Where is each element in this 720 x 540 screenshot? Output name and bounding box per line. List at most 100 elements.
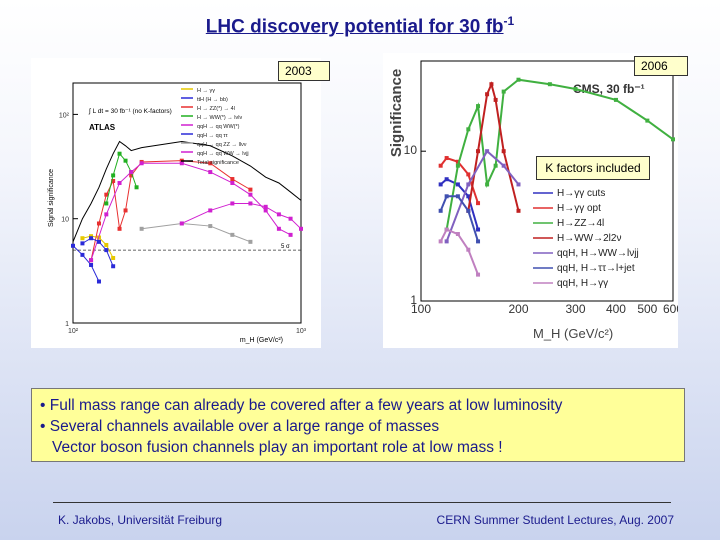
atlas-data-point	[139, 161, 144, 166]
cms-data-point	[466, 208, 471, 213]
cms-data-point	[438, 182, 443, 187]
atlas-plot-frame	[72, 82, 302, 324]
cms-data-point	[547, 82, 552, 87]
cms-data-point	[466, 172, 471, 177]
atlas-data-point	[89, 234, 94, 239]
footer-divider	[53, 502, 671, 503]
atlas-data-point	[96, 239, 101, 244]
cms-data-point	[438, 208, 443, 213]
atlas-data-point	[129, 170, 134, 175]
cms-data-point	[444, 227, 449, 232]
atlas-data-point	[230, 201, 235, 206]
atlas-legend-label: qqH → qq ZZ → llνν	[197, 142, 247, 148]
atlas-data-point	[96, 221, 101, 226]
atlas-data-point	[276, 212, 281, 217]
title-superscript: -1	[503, 14, 515, 28]
atlas-data-point	[208, 161, 213, 166]
cms-data-point	[501, 149, 506, 154]
cms-y-tick-label: 1	[410, 293, 417, 307]
atlas-legend-label: qqH → qq ττ	[197, 133, 228, 139]
atlas-data-point	[129, 173, 134, 178]
cms-y-tick-label: 10	[404, 143, 418, 157]
cms-data-point	[493, 163, 498, 168]
cms-data-point	[501, 163, 506, 168]
atlas-legend-label: qqH → qq WW → lνjj	[197, 151, 249, 157]
atlas-series-line	[105, 152, 138, 204]
atlas-series-line	[90, 160, 251, 261]
cms-data-point	[613, 97, 618, 102]
cms-chart: Significance M_H (GeV/c²) CMS, 30 fb⁻¹ 1…	[388, 60, 683, 341]
atlas-data-point	[134, 185, 139, 190]
title-text: LHC discovery potential for 30 fb	[205, 16, 504, 38]
cms-legend-label: qqH, H→ττ→l+jet	[557, 263, 635, 274]
atlas-data-point	[104, 212, 109, 217]
cms-data-point	[466, 194, 471, 199]
atlas-data-point	[104, 248, 109, 253]
cms-data-point	[485, 149, 490, 154]
atlas-data-point	[299, 226, 303, 231]
atlas-data-point	[80, 241, 85, 246]
atlas-data-point	[111, 178, 116, 183]
cms-data-point	[671, 137, 675, 142]
cms-series-line	[467, 81, 520, 212]
cms-data-point	[455, 194, 460, 199]
cms-data-point	[489, 82, 494, 87]
atlas-data-point	[117, 151, 122, 156]
cms-data-point	[438, 163, 443, 168]
atlas-data-point	[179, 161, 184, 166]
cms-data-point	[444, 177, 449, 182]
cms-x-tick-label: 400	[606, 302, 626, 316]
atlas-data-point	[208, 224, 213, 229]
atlas-data-point	[89, 262, 94, 267]
cms-data-point	[476, 227, 481, 232]
atlas-data-point	[230, 177, 235, 182]
atlas-data-point	[89, 236, 94, 241]
cms-data-point	[476, 201, 481, 206]
atlas-data-point	[288, 216, 293, 221]
footer-event: CERN Summer Student Lectures, Aug. 2007	[436, 513, 674, 527]
cms-title: CMS, 30 fb⁻¹	[573, 82, 645, 96]
cms-x-tick-label: 500	[637, 302, 657, 316]
atlas-data-point	[71, 243, 75, 248]
year-label-2006: 2006	[634, 56, 688, 76]
atlas-y-tick-label: 10	[61, 217, 69, 224]
atlas-title: ATLAS	[89, 123, 116, 132]
cms-data-point	[516, 182, 521, 187]
cms-data-point	[476, 272, 481, 277]
atlas-data-point	[111, 255, 116, 260]
atlas-data-point	[288, 232, 293, 237]
cms-x-tick-label: 600	[663, 302, 678, 316]
cms-ylabel: Significance	[388, 69, 405, 157]
summary-bullets: • Full mass range can already be covered…	[31, 388, 685, 462]
cms-plot-frame	[420, 60, 674, 302]
cms-legend-label: qqH, H→WW→lνjj	[557, 248, 639, 259]
atlas-series-line	[72, 245, 100, 282]
k-factors-note: K factors included	[536, 156, 650, 180]
atlas-data-point	[139, 226, 144, 231]
cms-data-point	[466, 182, 471, 187]
atlas-x-tick-label: 10³	[296, 328, 307, 335]
cms-data-point	[516, 77, 521, 82]
atlas-chart: Signal significance m_H (GeV/c²) ∫ L dt …	[48, 82, 307, 344]
atlas-series-line	[90, 162, 291, 261]
cms-data-point	[485, 92, 490, 97]
atlas-y-tick-label: 1	[65, 321, 69, 328]
cms-xlabel: M_H (GeV/c²)	[533, 326, 613, 341]
atlas-data-point	[104, 201, 109, 206]
atlas-data-point	[104, 242, 109, 247]
atlas-data-point	[80, 252, 85, 257]
atlas-xlabel: m_H (GeV/c²)	[240, 337, 283, 344]
bullet-item: Vector boson fusion channels play an imp…	[52, 439, 503, 456]
cms-data-point	[455, 159, 460, 164]
atlas-y-tick-label: 10²	[59, 112, 70, 119]
atlas-subtitle: ∫ L dt = 30 fb⁻¹ (no K-factors)	[88, 108, 172, 115]
cms-x-tick-label: 300	[565, 302, 585, 316]
cms-data-point	[444, 239, 449, 244]
atlas-data-point	[208, 208, 213, 213]
cms-data-point	[476, 149, 481, 154]
cms-data-point	[444, 194, 449, 199]
cms-data-point	[573, 87, 578, 92]
atlas-ylabel: Signal significance	[48, 169, 55, 227]
bullet-item: • Several channels available over a larg…	[40, 418, 440, 435]
cms-legend-label: H→ZZ→4l	[557, 218, 604, 229]
